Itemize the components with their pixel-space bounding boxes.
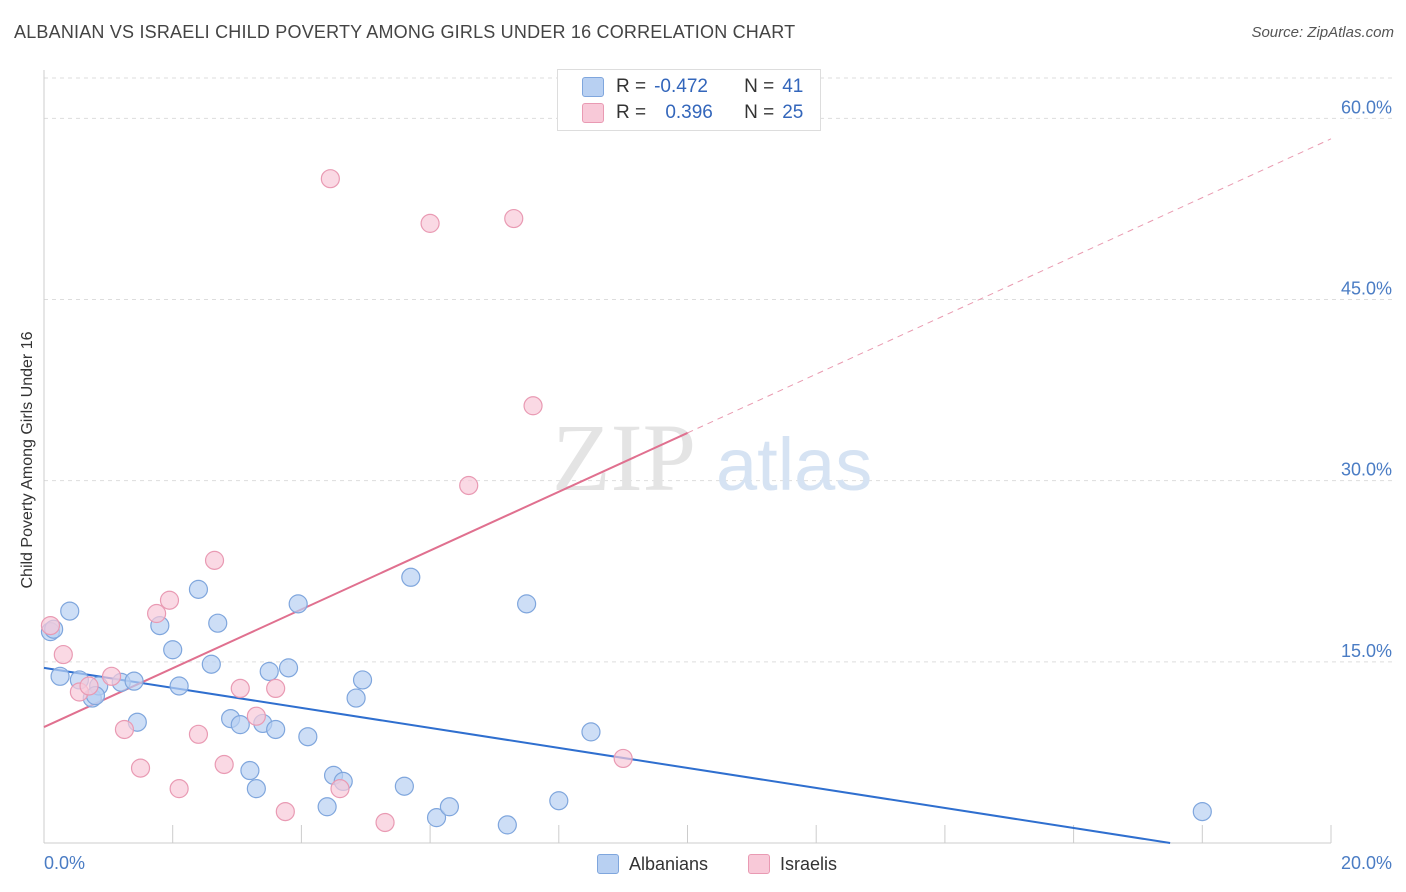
albanian-point xyxy=(288,594,308,614)
y-tick-label: 45.0% xyxy=(1341,278,1392,298)
israeli-point xyxy=(188,724,209,744)
albanian-point xyxy=(394,776,414,796)
trendline-israelis xyxy=(43,432,688,728)
albanian-point xyxy=(266,719,286,740)
tick-labels: 15.0% 30.0% 45.0% 60.0% 0.0% 20.0% xyxy=(44,97,1392,873)
albanian-point xyxy=(401,567,421,587)
albanian-point xyxy=(346,688,366,708)
albanian-point xyxy=(240,760,260,781)
watermark-atlas: atlas xyxy=(716,423,872,506)
legend-item-albanians: Albanians xyxy=(597,851,708,877)
stats-row-albanians: R = -0.472 N = 41 xyxy=(582,74,803,100)
albanian-point xyxy=(517,594,537,614)
albanian-point xyxy=(317,797,337,817)
albanian-point xyxy=(549,791,569,811)
albanian-point xyxy=(497,815,517,835)
trendline-israelis-extension xyxy=(687,138,1332,434)
albanians-r-value: -0.472 xyxy=(654,76,708,97)
israeli-point xyxy=(330,779,350,799)
grid-lines xyxy=(44,77,1392,663)
israeli-point xyxy=(214,754,234,775)
albanian-point xyxy=(259,661,279,682)
stats-legend: R = -0.472 N = 41 R = 0.396 N = 25 xyxy=(557,69,821,131)
albanian-point xyxy=(298,727,318,747)
albanians-n-label: N = xyxy=(744,76,775,97)
albanian-point xyxy=(230,715,250,735)
israeli-point xyxy=(159,590,180,610)
israeli-point xyxy=(266,678,286,699)
x-tick-label: 20.0% xyxy=(1341,853,1392,873)
albanian-point xyxy=(201,654,221,674)
y-tick-label: 15.0% xyxy=(1341,641,1392,661)
israeli-point xyxy=(504,208,524,229)
israeli-point xyxy=(613,748,633,769)
israeli-point xyxy=(147,603,167,624)
israelis-r-label: R = xyxy=(616,102,647,123)
albanian-point xyxy=(352,670,373,690)
stats-row-israelis: R = 0.396 N = 25 xyxy=(582,100,803,126)
albanian-point xyxy=(278,658,299,678)
israeli-point xyxy=(459,475,479,496)
israeli-point xyxy=(114,719,135,740)
watermark: ZIP atlas xyxy=(552,404,872,511)
israeli-point xyxy=(420,213,440,233)
legend-israelis-label: Israelis xyxy=(780,853,838,874)
albanian-point xyxy=(60,601,80,621)
y-tick-label: 60.0% xyxy=(1341,97,1392,117)
albanian-point xyxy=(581,722,601,742)
legend-albanians-swatch xyxy=(597,854,619,874)
albanian-point xyxy=(426,808,447,828)
y-tick-label: 30.0% xyxy=(1341,460,1392,480)
israeli-point xyxy=(246,706,266,726)
albanian-point xyxy=(1192,801,1212,822)
israeli-point xyxy=(320,169,340,189)
israeli-point xyxy=(130,758,151,778)
israeli-point xyxy=(40,615,61,636)
y-axis-label: Child Poverty Among Girls Under 16 xyxy=(19,331,36,589)
israeli-point xyxy=(523,396,543,416)
israelis-swatch xyxy=(582,103,604,123)
source-label: Source: ZipAtlas.com xyxy=(1251,24,1394,41)
albanian-point xyxy=(208,613,228,633)
chart-title: ALBANIAN VS ISRAELI CHILD POVERTY AMONG … xyxy=(14,22,796,42)
israelis-r-value: 0.396 xyxy=(665,102,713,123)
israeli-point xyxy=(375,812,395,833)
legend-albanians-label: Albanians xyxy=(629,853,709,874)
albanian-point xyxy=(169,676,189,696)
trendlines xyxy=(43,138,1332,844)
legend-item-israelis: Israelis xyxy=(748,851,837,877)
albanians-swatch xyxy=(582,77,604,97)
legend-israelis-swatch xyxy=(748,854,770,874)
albanian-point xyxy=(188,579,209,599)
israelis-n-label: N = xyxy=(744,102,775,123)
israeli-point xyxy=(53,644,73,665)
albanians-n-value: 41 xyxy=(782,76,804,97)
israeli-point xyxy=(169,779,189,799)
israeli-point xyxy=(230,678,250,699)
israeli-point xyxy=(204,550,225,570)
data-points xyxy=(40,169,1212,835)
israeli-point xyxy=(79,676,99,696)
x-tick-label: 0.0% xyxy=(44,853,85,873)
albanian-point xyxy=(50,666,70,686)
albanians-r-label: R = xyxy=(616,76,647,97)
axes xyxy=(43,70,1332,844)
trendline-albanians xyxy=(43,666,1171,844)
watermark-zip: ZIP xyxy=(552,404,696,511)
albanian-point xyxy=(163,640,183,660)
israeli-point xyxy=(101,666,122,686)
israeli-point xyxy=(275,801,295,822)
israelis-n-value: 25 xyxy=(782,102,804,123)
albanian-point xyxy=(246,779,266,799)
albanian-point xyxy=(124,671,144,691)
albanian-point xyxy=(439,797,460,817)
